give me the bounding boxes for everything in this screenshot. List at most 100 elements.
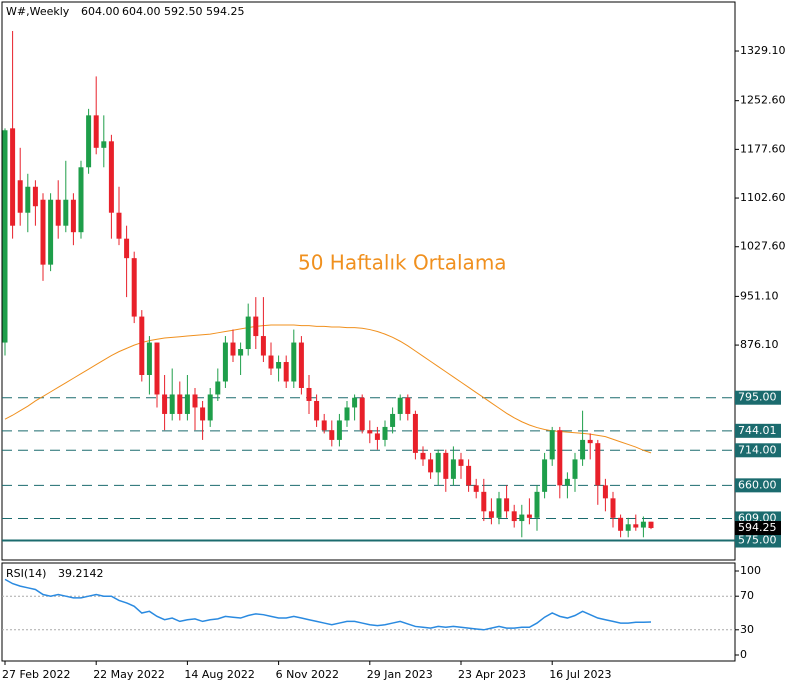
candle-body [580, 439, 586, 460]
candle-body [595, 443, 601, 486]
y-tick-label: 951.10 [740, 289, 779, 302]
x-tick-label: 14 Aug 2022 [184, 668, 254, 681]
candle-body [390, 413, 396, 427]
candle-body [344, 407, 350, 421]
candle-body [488, 511, 494, 518]
candle-body [10, 128, 16, 226]
candle-body [511, 511, 517, 522]
level-label: 575.00 [738, 534, 777, 547]
candle-body [291, 342, 297, 382]
candle-body [298, 342, 304, 388]
candle-body [101, 141, 107, 148]
candle-body [238, 349, 244, 356]
current-price-label: 594.25 [738, 521, 777, 534]
candle-body [336, 420, 342, 440]
price-panel [1, 1, 736, 561]
candle-body [481, 491, 487, 512]
candle-body [557, 430, 563, 486]
level-box [735, 423, 781, 438]
candle-body [93, 115, 99, 148]
symbol: W#,Weekly [6, 5, 70, 18]
x-tick-label: 16 Jul 2023 [549, 668, 611, 681]
candle-body [367, 430, 373, 434]
candle-body [352, 397, 358, 408]
candle-body [610, 498, 616, 518]
candle-body [222, 342, 228, 382]
candle-body [2, 130, 8, 343]
y-tick-label: 876.10 [740, 338, 779, 351]
candle-body [131, 258, 137, 317]
candle-body [405, 397, 411, 414]
ohlc-open: 604.00 [81, 5, 120, 18]
candle-body [549, 430, 555, 460]
candle-body [207, 394, 213, 421]
candle-body [648, 521, 654, 529]
current-price-box [735, 521, 781, 536]
x-tick-label: 29 Jan 2023 [367, 668, 433, 681]
candle-body [245, 316, 251, 350]
candle-body [86, 115, 92, 168]
candle-body [519, 514, 525, 522]
candle-body [78, 167, 84, 233]
candle-body [397, 397, 403, 414]
level-box [735, 533, 781, 548]
candle-body [184, 394, 190, 414]
candle-body [139, 316, 145, 375]
candle-body [625, 524, 631, 531]
y-tick-label: 1102.60 [740, 191, 786, 204]
candle-body [374, 433, 380, 440]
candle-body [618, 517, 624, 531]
ohlc-close: 594.25 [206, 5, 245, 18]
x-tick-label: 23 Apr 2023 [458, 668, 526, 681]
candle-body [412, 413, 418, 453]
candle-body [359, 397, 365, 431]
candle-body [321, 420, 327, 431]
moving-average [4, 324, 652, 454]
level-label: 795.00 [738, 391, 777, 404]
candle-body [268, 355, 274, 369]
candle-body [169, 394, 175, 414]
candle-body [602, 485, 608, 499]
candle-body [192, 394, 198, 408]
level-label: 744.01 [738, 424, 777, 437]
level-box [735, 478, 781, 493]
rsi-panel [1, 562, 736, 662]
candle-body [564, 478, 570, 486]
candle-body [146, 342, 152, 375]
candle-body [306, 387, 312, 401]
candle-body [55, 199, 61, 226]
candle-body [420, 452, 426, 460]
candle-body [534, 491, 540, 518]
candle-body [25, 186, 31, 213]
rsi-tick-label: 100 [740, 564, 761, 577]
candle-body [473, 485, 479, 492]
candle-body [587, 439, 593, 444]
candle-body [640, 521, 646, 528]
candle-body [435, 452, 441, 473]
candle-body [63, 199, 69, 226]
candle-body [260, 336, 266, 356]
candle-body [276, 362, 282, 369]
candle-body [154, 342, 160, 395]
candle-body [466, 465, 472, 486]
level-label: 714.00 [738, 443, 777, 456]
rsi-tick-label: 70 [740, 589, 754, 602]
candle-body [253, 316, 259, 337]
candle-body [230, 342, 236, 356]
annotation: 50 Haftalık Ortalama [298, 251, 507, 275]
y-tick-label: 1329.10 [740, 44, 786, 57]
rsi-tick-label: 0 [740, 648, 747, 661]
candle-body [32, 186, 38, 207]
candle-body [504, 498, 510, 512]
candle-body [108, 141, 114, 213]
ohlc-high: 604.00 [122, 5, 161, 18]
candle-body [329, 430, 335, 440]
candle-body [382, 426, 388, 440]
candle-body [526, 514, 532, 518]
candle-body [443, 452, 449, 479]
y-tick-label: 1252.60 [740, 94, 786, 107]
candle-body [314, 400, 320, 421]
rsi-tick-label: 30 [740, 623, 754, 636]
candle-body [215, 381, 221, 395]
